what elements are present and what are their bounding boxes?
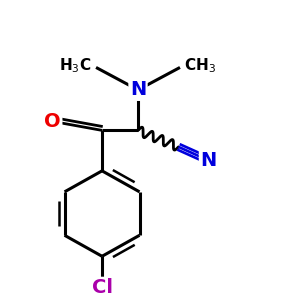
Text: Cl: Cl bbox=[92, 278, 112, 297]
Text: N: N bbox=[130, 80, 146, 99]
Text: CH$_3$: CH$_3$ bbox=[184, 57, 217, 75]
Text: H$_3$C: H$_3$C bbox=[59, 57, 92, 75]
Text: N: N bbox=[200, 151, 217, 170]
Text: O: O bbox=[44, 112, 61, 131]
